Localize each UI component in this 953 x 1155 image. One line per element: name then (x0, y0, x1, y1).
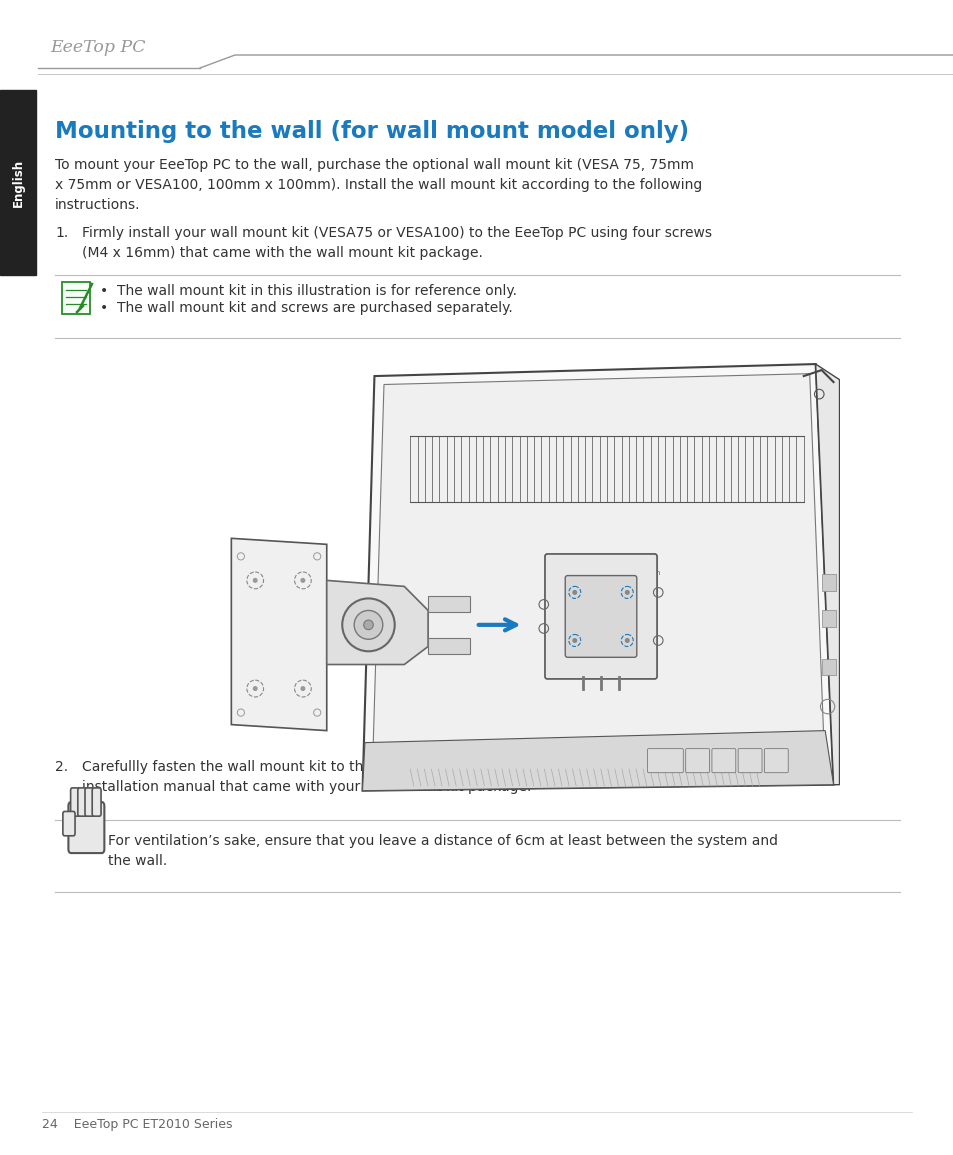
Bar (428, 638, 469, 654)
Text: 2.: 2. (55, 760, 68, 774)
Polygon shape (372, 374, 824, 782)
Bar (0, 90, 36, 275)
Circle shape (363, 620, 373, 629)
FancyBboxPatch shape (62, 282, 90, 314)
Circle shape (301, 579, 304, 582)
Circle shape (253, 687, 256, 691)
Text: For ventilation’s sake, ensure that you leave a distance of 6cm at least between: For ventilation’s sake, ensure that you … (108, 834, 778, 869)
Circle shape (573, 590, 576, 594)
Circle shape (301, 687, 304, 691)
Text: •  The wall mount kit in this illustration is for reference only.: • The wall mount kit in this illustratio… (100, 284, 517, 298)
FancyBboxPatch shape (738, 748, 761, 773)
Text: •  The wall mount kit and screws are purchased separately.: • The wall mount kit and screws are purc… (100, 301, 512, 315)
Circle shape (573, 639, 576, 642)
FancyBboxPatch shape (71, 788, 79, 817)
FancyBboxPatch shape (763, 748, 787, 773)
Text: EeeTop PC: EeeTop PC (50, 39, 146, 57)
Circle shape (625, 590, 628, 594)
Text: 24    EeeTop PC ET2010 Series: 24 EeeTop PC ET2010 Series (42, 1118, 233, 1131)
Text: To mount your EeeTop PC to the wall, purchase the optional wall mount kit (VESA : To mount your EeeTop PC to the wall, pur… (55, 158, 701, 213)
Circle shape (342, 598, 395, 651)
FancyBboxPatch shape (685, 748, 709, 773)
Text: Carefullly fasten the wall mount kit to the wall following the instructions desc: Carefullly fasten the wall mount kit to … (82, 760, 700, 793)
FancyBboxPatch shape (63, 812, 75, 836)
Bar (821, 658, 835, 676)
Bar (821, 611, 835, 627)
Text: 100 mm: 100 mm (630, 569, 659, 575)
FancyBboxPatch shape (78, 788, 87, 817)
Polygon shape (231, 538, 326, 731)
FancyBboxPatch shape (647, 748, 682, 773)
FancyBboxPatch shape (69, 802, 104, 854)
FancyBboxPatch shape (85, 788, 93, 817)
FancyBboxPatch shape (92, 788, 101, 817)
Text: 75 mm: 75 mm (621, 653, 646, 658)
Text: Mounting to the wall (for wall mount model only): Mounting to the wall (for wall mount mod… (55, 120, 688, 143)
Circle shape (253, 579, 256, 582)
Circle shape (625, 639, 628, 642)
FancyBboxPatch shape (711, 748, 735, 773)
Bar (428, 596, 469, 612)
Polygon shape (362, 364, 833, 791)
Bar (821, 574, 835, 591)
FancyBboxPatch shape (544, 554, 657, 679)
Text: Firmly install your wall mount kit (VESA75 or VESA100) to the EeeTop PC using fo: Firmly install your wall mount kit (VESA… (82, 226, 711, 260)
Polygon shape (362, 731, 833, 791)
Polygon shape (326, 581, 428, 664)
Polygon shape (815, 364, 839, 784)
Text: English: English (11, 159, 25, 207)
FancyBboxPatch shape (564, 575, 636, 657)
Circle shape (354, 611, 382, 639)
Text: 1.: 1. (55, 226, 69, 240)
